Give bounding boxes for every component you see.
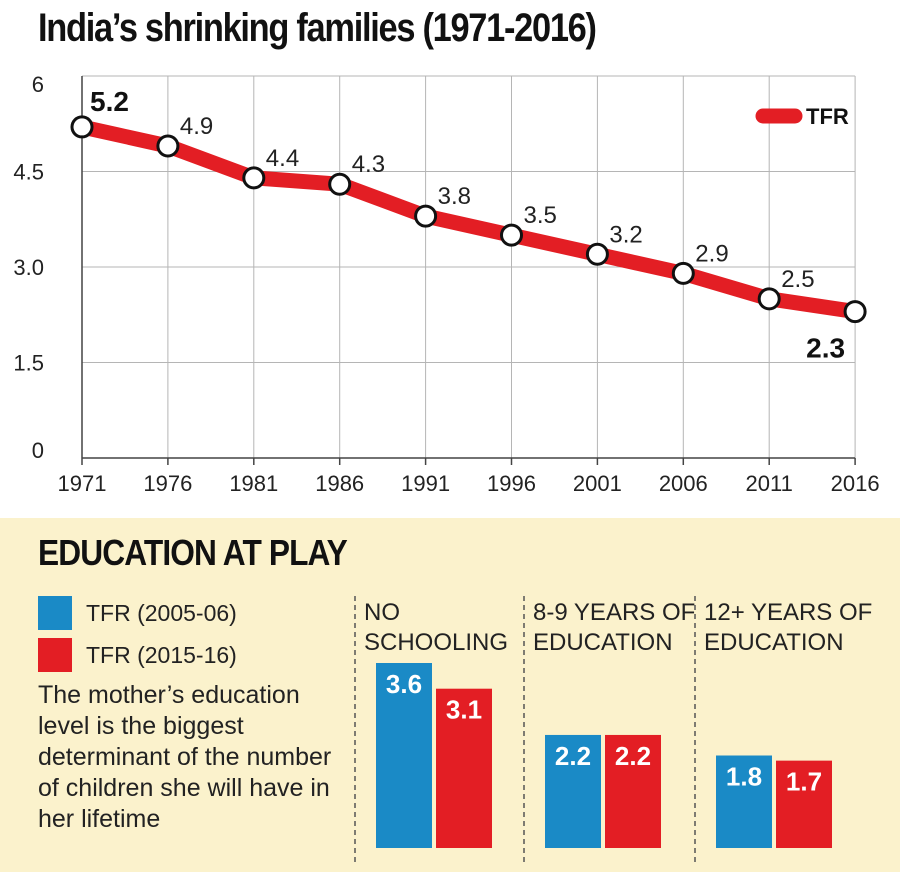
x-tick-label: 1981 [229,471,278,496]
y-tick-label: 4.5 [13,160,44,185]
y-tick-label: 6 [32,72,44,97]
bar-value-label: 2.2 [615,741,651,771]
category-label: 8-9 YEARS OF [533,599,695,626]
data-point-marker [671,261,695,285]
bar-value-label: 2.2 [555,741,591,771]
bar-2005-06 [376,663,432,848]
x-tick-label: 1976 [143,471,192,496]
category-label: EDUCATION [533,629,673,656]
bar-2015-16 [436,688,492,848]
data-label: 3.2 [609,221,642,248]
bar-2005-06 [716,755,772,848]
data-point-marker [242,166,266,190]
x-tick-label: 1971 [58,471,107,496]
bar-value-label: 3.1 [446,695,482,725]
x-tick-label: 2011 [746,471,793,496]
legend-item-2005-06: TFR (2005-06) [38,596,237,630]
education-panel: EDUCATION AT PLAY TFR (2005-06) TFR (201… [0,518,900,872]
data-label: 4.9 [180,113,213,140]
bar-value-label: 3.6 [386,669,422,699]
legend-item-2015-16: TFR (2015-16) [38,638,237,672]
legend-swatch-blue [38,596,72,630]
category-label: EDUCATION [704,629,844,656]
data-label: 2.5 [781,266,814,293]
x-tick-label: 2001 [573,471,622,496]
tfr-series-line [74,119,863,320]
data-label: 4.3 [352,151,385,178]
legend-label-2005-06: TFR (2005-06) [86,599,237,626]
x-tick-label: 2016 [831,471,880,496]
bar-2005-06 [545,734,601,848]
data-point-marker [757,287,781,311]
category-label: 12+ YEARS OF [704,599,872,626]
data-label: 2.9 [695,240,728,267]
data-label: 2.3 [806,333,845,364]
chart-title: India’s shrinking families (1971-2016) [38,6,597,50]
data-point-marker [585,242,609,266]
data-point-marker [156,134,180,158]
data-label: 5.2 [90,86,129,117]
category-label: SCHOOLING [364,629,508,656]
bar-value-label: 1.8 [726,762,762,792]
x-tick-label: 1991 [401,471,450,496]
tfr-line-chart: 0 1.5 3.0 4.5 6 1971 1976 1981 1986 1991 1996 2001 2… [13,72,880,496]
data-point-marker [328,172,352,196]
legend-label-tfr: TFR [806,104,849,129]
category-label: NO [364,599,400,626]
y-tick-label: 3.0 [13,255,44,280]
x-tick-label: 2006 [659,471,708,496]
data-label: 3.5 [524,202,557,229]
bar-value-label: 1.7 [786,767,822,797]
education-bar-chart: NO SCHOOLING 3.6 3.1 8-9 YEARS OF EDUCATION 2.… [354,596,872,862]
section-title: EDUCATION AT PLAY [38,532,348,573]
explanatory-note: The mother’s education level is the bigg… [38,681,332,833]
data-point-marker [500,223,523,247]
data-label: 4.4 [266,145,299,172]
bar-2015-16 [776,760,832,848]
y-tick-label: 1.5 [13,351,44,376]
data-label: 3.8 [438,183,471,210]
data-point-marker [843,300,867,324]
legend-label-2015-16: TFR (2015-16) [86,641,237,668]
data-point-marker [70,115,94,139]
data-point-marker [414,204,438,228]
bar-2015-16 [605,734,661,848]
y-tick-label: 0 [32,438,44,463]
legend-swatch-red [38,638,72,672]
x-tick-label: 1986 [315,471,364,496]
x-tick-label: 1996 [487,471,536,496]
